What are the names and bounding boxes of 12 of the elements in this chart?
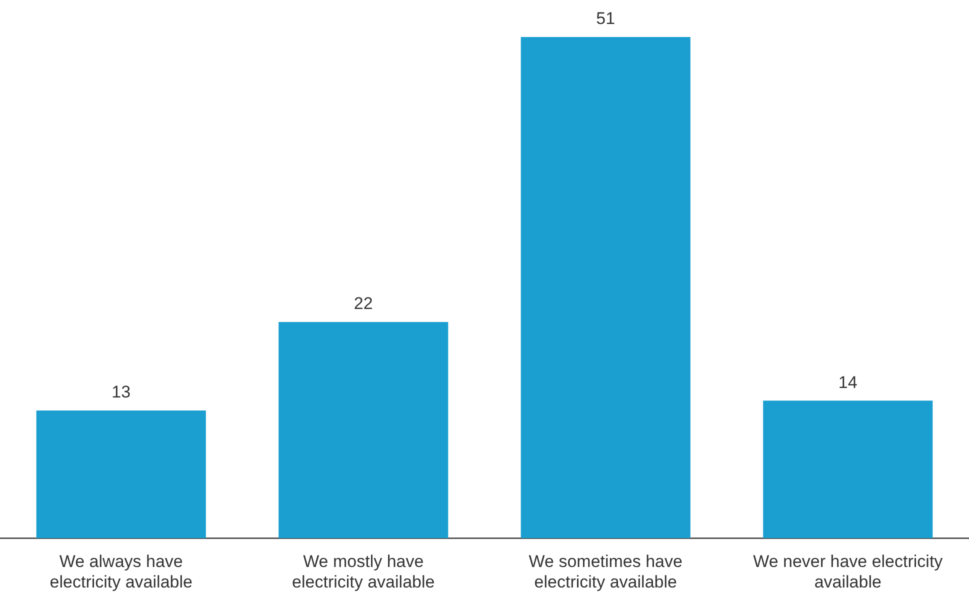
x-tick-label: We sometimes have electricity available	[528, 552, 682, 592]
bar	[520, 37, 690, 538]
data-label: 22	[354, 294, 373, 314]
x-tick-label: We never have electricity available	[753, 552, 944, 592]
bar	[278, 322, 448, 538]
data-label: 13	[112, 382, 131, 402]
x-tick-label: We always have electricity available	[50, 552, 192, 592]
data-label: 14	[838, 372, 858, 392]
data-label: 51	[596, 9, 616, 28]
bar	[36, 410, 206, 538]
bar	[763, 400, 933, 538]
x-tick-label: We mostly have electricity available	[292, 552, 435, 592]
